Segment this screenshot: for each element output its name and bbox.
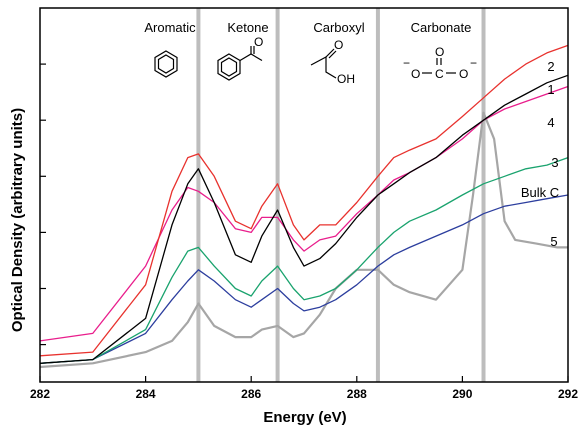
series-line-bulk-c — [39, 194, 569, 364]
series-label-4: 4 — [547, 115, 554, 130]
series-label-2: 2 — [547, 59, 554, 74]
series-label-5: 5 — [550, 234, 557, 249]
ketone-structure-icon: O — [217, 35, 263, 81]
series-label-bulk-c: Bulk C — [521, 185, 559, 200]
carbonate-o-right: O — [459, 67, 468, 81]
x-tick-label: 292 — [558, 387, 578, 401]
series-line-1 — [39, 74, 569, 364]
x-axis-title: Energy (eV) — [263, 409, 346, 426]
benzene-structure-icon — [154, 50, 178, 78]
axis-ticks: 282 284 286 288 290 292 — [30, 63, 578, 401]
carbonate-minus-right: − — [470, 56, 477, 70]
carbonate-carbon: C — [435, 67, 444, 81]
ketone-oxygen: O — [254, 35, 263, 49]
carbonate-o-top: O — [435, 45, 444, 59]
x-tick-label: 282 — [30, 387, 50, 401]
x-tick-label: 284 — [136, 387, 156, 401]
carbonate-o-left: O — [411, 67, 420, 81]
aromatic-label: Aromatic — [144, 20, 196, 35]
carbonate-label: Carbonate — [411, 20, 472, 35]
series-label-1: 1 — [547, 82, 554, 97]
carbonate-minus-left: − — [403, 56, 410, 70]
y-axis-title: Optical Density (arbitrary units) — [9, 108, 26, 332]
ketone-label: Ketone — [227, 20, 268, 35]
carbonate-structure-icon: − O C O O − — [403, 45, 477, 81]
carboxyl-label: Carboxyl — [313, 20, 364, 35]
series-label-3: 3 — [551, 155, 558, 170]
x-tick-label: 290 — [452, 387, 472, 401]
series-layer — [39, 44, 569, 369]
plot-frame — [39, 7, 569, 383]
series-line-2 — [39, 44, 569, 357]
carboxyl-structure-icon: O OH — [310, 38, 355, 86]
carboxyl-hydroxyl: OH — [337, 72, 355, 86]
x-tick-label: 286 — [241, 387, 261, 401]
x-tick-label: 288 — [347, 387, 367, 401]
series-line-3 — [39, 156, 569, 364]
carboxyl-oxygen: O — [334, 38, 343, 52]
